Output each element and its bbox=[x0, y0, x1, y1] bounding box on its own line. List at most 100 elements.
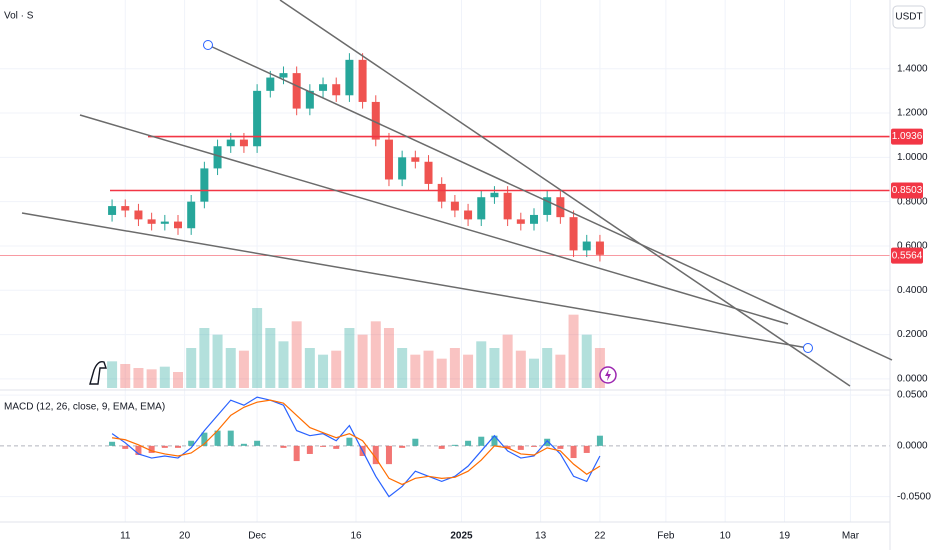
histogram-bar bbox=[201, 432, 208, 446]
trend-line bbox=[279, 0, 851, 387]
volume-bar bbox=[463, 354, 474, 388]
anchor-handle[interactable] bbox=[203, 40, 213, 50]
volume-bar bbox=[436, 358, 447, 388]
volume-bar bbox=[212, 334, 223, 388]
candle-body bbox=[174, 221, 182, 229]
x-tick-label: 20 bbox=[179, 531, 191, 542]
price-badge bbox=[891, 128, 923, 145]
histogram-bar bbox=[517, 445, 524, 450]
volume-bar bbox=[555, 354, 566, 388]
volume-bar bbox=[502, 334, 513, 388]
histogram-bar bbox=[544, 438, 551, 446]
y-tick-label: 0.0000 bbox=[897, 374, 928, 385]
volume-bar bbox=[225, 348, 236, 388]
candle-body bbox=[595, 241, 604, 255]
volume-bar bbox=[594, 348, 605, 388]
histogram-bar bbox=[385, 445, 392, 465]
histogram-bar bbox=[227, 430, 234, 446]
y-tick-label: 1.4000 bbox=[897, 63, 928, 74]
trend-line bbox=[79, 114, 789, 325]
candle-body bbox=[147, 219, 156, 224]
trend-line bbox=[207, 44, 893, 361]
histogram-bar bbox=[596, 435, 603, 446]
lightning-glyph bbox=[605, 369, 611, 381]
histogram-bar bbox=[240, 443, 247, 446]
x-tick-label: Dec bbox=[248, 531, 266, 542]
macd-line bbox=[111, 399, 601, 486]
volume-bar bbox=[568, 314, 579, 388]
x-tick-label: 2025 bbox=[450, 531, 473, 542]
candle-body bbox=[121, 206, 130, 211]
candle-body bbox=[569, 217, 578, 251]
x-tick-label: 22 bbox=[594, 531, 606, 542]
histogram-bar bbox=[438, 445, 445, 449]
candle-body bbox=[187, 201, 196, 229]
volume-label: Vol · S bbox=[4, 11, 34, 22]
volume-bar bbox=[318, 354, 329, 388]
price-badge-label: 0.8503 bbox=[892, 185, 923, 196]
histogram-bar bbox=[451, 444, 458, 446]
macd-line bbox=[111, 396, 601, 498]
volume-bar bbox=[107, 361, 118, 388]
trend-line bbox=[21, 212, 809, 349]
candle-body bbox=[134, 210, 143, 220]
y-tick-label: 0.0000 bbox=[897, 440, 928, 451]
histogram-bar bbox=[122, 445, 129, 449]
histogram-bar bbox=[412, 438, 419, 446]
histogram-bar bbox=[188, 440, 195, 446]
histogram-bar bbox=[465, 440, 472, 446]
histogram-bar bbox=[175, 445, 181, 448]
price-badge-label: 1.0936 bbox=[892, 131, 923, 142]
volume-bar bbox=[304, 348, 315, 388]
price-badge-label: 0.5564 bbox=[892, 250, 923, 261]
volume-bar bbox=[542, 348, 553, 388]
candle-body bbox=[358, 59, 367, 102]
anchor-handle[interactable] bbox=[803, 343, 813, 353]
y-tick-label: 1.0000 bbox=[897, 152, 928, 163]
x-tick-label: 13 bbox=[535, 531, 547, 542]
y-tick-label: 1.2000 bbox=[897, 108, 928, 119]
candle-body bbox=[319, 84, 328, 91]
volume-bar bbox=[173, 372, 183, 388]
candle-body bbox=[160, 221, 169, 224]
x-tick-label: 19 bbox=[779, 531, 791, 542]
candle-body bbox=[582, 241, 591, 251]
x-tick-label: 16 bbox=[350, 531, 362, 542]
candle-body bbox=[239, 139, 248, 147]
candle-body bbox=[464, 210, 473, 220]
volume-bar bbox=[344, 328, 355, 388]
histogram-bar bbox=[333, 445, 340, 449]
price-badge bbox=[891, 182, 923, 199]
volume-bar bbox=[265, 328, 276, 388]
histogram-bar bbox=[583, 445, 590, 453]
candle-body bbox=[292, 73, 301, 109]
candle-body bbox=[226, 139, 235, 147]
candle-body bbox=[213, 146, 222, 169]
y-tick-label: -0.0500 bbox=[897, 491, 931, 502]
volume-bar bbox=[449, 348, 460, 388]
volume-bar bbox=[397, 348, 408, 388]
x-tick-label: 11 bbox=[120, 531, 131, 542]
volume-bar bbox=[278, 341, 289, 388]
candle-body bbox=[477, 197, 486, 220]
histogram-bar bbox=[372, 445, 379, 465]
volume-bar bbox=[159, 366, 170, 388]
currency-button[interactable] bbox=[892, 5, 926, 29]
volume-bar bbox=[331, 350, 342, 388]
volume-bar bbox=[291, 321, 302, 388]
candle-body bbox=[424, 161, 433, 184]
histogram-bar bbox=[306, 445, 313, 454]
histogram-bar bbox=[293, 445, 300, 462]
candle-body bbox=[411, 157, 420, 162]
histogram-bar bbox=[346, 437, 353, 446]
histogram-bar bbox=[109, 441, 116, 446]
candle-body bbox=[384, 139, 393, 180]
volume-bar bbox=[199, 328, 210, 388]
candle-body bbox=[371, 101, 380, 140]
histogram-bar bbox=[148, 445, 155, 453]
x-tick-label: Feb bbox=[657, 531, 675, 542]
histogram-bar bbox=[280, 445, 287, 448]
candle-body bbox=[279, 73, 288, 78]
histogram-bar bbox=[254, 440, 261, 446]
